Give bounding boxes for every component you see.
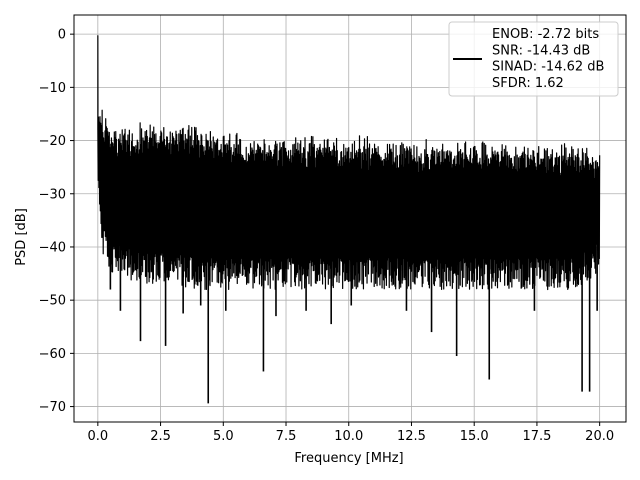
legend-box — [448, 21, 619, 97]
y-axis-label: PSD [dB] — [14, 208, 29, 266]
x-tick-label: 0.0 — [87, 429, 108, 444]
axes-frame — [73, 14, 627, 423]
x-tick-label: 20.0 — [585, 429, 614, 444]
x-tick-label: 5.0 — [213, 429, 234, 444]
y-tick-label: −10 — [39, 81, 66, 96]
y-tick-label: −20 — [39, 134, 66, 149]
x-tick-label: 10.0 — [334, 429, 363, 444]
psd-series-line — [97, 35, 601, 291]
legend-text-line: SFDR: 1.62 — [492, 76, 564, 91]
legend-text-line: SNR: -14.43 dB — [492, 43, 590, 58]
x-axis: 0.0 2.5 5.0 7.5 10.0 12.5 15.0 17.5 20.0 — [87, 422, 614, 444]
y-axis: 0 −10 −20 −30 −40 −50 −60 −70 — [39, 28, 74, 415]
x-tick-label: 12.5 — [397, 429, 426, 444]
plot-area — [97, 35, 601, 404]
legend-text-line: ENOB: -2.72 bits — [492, 27, 599, 42]
y-tick-label: −40 — [39, 240, 66, 255]
y-tick-label: 0 — [58, 28, 66, 43]
y-tick-label: −60 — [39, 347, 66, 362]
y-tick-label: −50 — [39, 294, 66, 309]
x-tick-label: 2.5 — [150, 429, 171, 444]
y-tick-label: −30 — [39, 187, 66, 202]
x-tick-label: 17.5 — [522, 429, 551, 444]
x-tick-label: 7.5 — [276, 429, 297, 444]
legend-text-line: SINAD: -14.62 dB — [492, 60, 604, 75]
x-tick-label: 15.0 — [460, 429, 489, 444]
x-axis-label: Frequency [MHz] — [294, 451, 403, 466]
y-tick-label: −70 — [39, 400, 66, 415]
